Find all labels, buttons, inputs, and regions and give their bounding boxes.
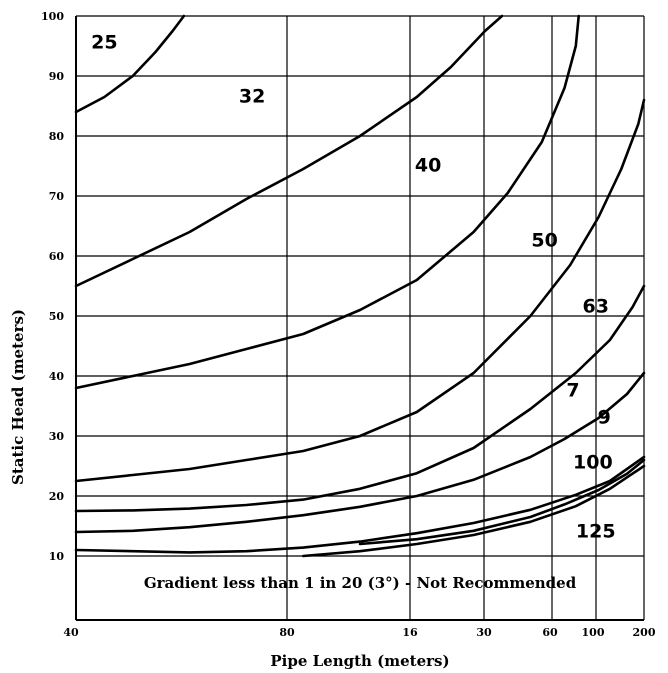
curve-50 bbox=[74, 98, 646, 483]
curve-label: 25 bbox=[91, 32, 117, 54]
plot-frame bbox=[75, 16, 644, 621]
y-tick-label: 30 bbox=[49, 430, 65, 443]
curve-label: 50 bbox=[531, 230, 557, 252]
curve-125 bbox=[301, 464, 646, 558]
y-tick-label: 60 bbox=[49, 250, 65, 263]
x-tick-label: 200 bbox=[633, 626, 656, 639]
curve-7 bbox=[74, 371, 646, 534]
y-tick-label: 100 bbox=[41, 10, 64, 23]
x-tick-label: 60 bbox=[542, 626, 558, 639]
curve-label: 9 bbox=[598, 407, 611, 429]
x-tick-label: 80 bbox=[279, 626, 295, 639]
curve-label: 125 bbox=[576, 521, 616, 543]
y-tick-labels: 10 20 30 40 50 60 70 80 90 100 bbox=[41, 10, 64, 563]
annotation-text: Gradient less than 1 in 20 (3°) - Not Re… bbox=[144, 574, 577, 592]
curve-label: 63 bbox=[582, 296, 608, 318]
x-axis-title: Pipe Length (meters) bbox=[270, 652, 449, 670]
y-tick-label: 50 bbox=[49, 310, 65, 323]
curve-25 bbox=[74, 14, 186, 114]
curve-9 bbox=[358, 458, 646, 546]
y-tick-label: 10 bbox=[49, 550, 65, 563]
curve-40 bbox=[74, 14, 580, 390]
curve-label: 7 bbox=[566, 380, 579, 402]
curve-label: 32 bbox=[239, 86, 265, 108]
curve-label: 40 bbox=[415, 155, 441, 177]
curve-63 bbox=[74, 284, 646, 513]
y-tick-label: 40 bbox=[49, 370, 65, 383]
curve-100 bbox=[74, 455, 646, 554]
x-tick-label: 40 bbox=[63, 626, 79, 639]
x-tick-label: 100 bbox=[582, 626, 605, 639]
x-tick-label: 30 bbox=[476, 626, 492, 639]
y-tick-label: 70 bbox=[49, 190, 65, 203]
curve-lines bbox=[74, 14, 646, 558]
y-tick-label: 90 bbox=[49, 70, 65, 83]
curve-label: 100 bbox=[573, 452, 613, 474]
x-tick-label: 16 bbox=[402, 626, 418, 639]
y-tick-label: 80 bbox=[49, 130, 65, 143]
curve-labels: 25 32 40 50 63 79 100 125 bbox=[91, 32, 615, 543]
y-axis-title: Static Head (meters) bbox=[9, 309, 27, 485]
curve-32 bbox=[74, 14, 504, 288]
x-tick-labels: 40 80 16 30 60 100 200 bbox=[63, 626, 655, 639]
y-tick-label: 20 bbox=[49, 490, 65, 503]
